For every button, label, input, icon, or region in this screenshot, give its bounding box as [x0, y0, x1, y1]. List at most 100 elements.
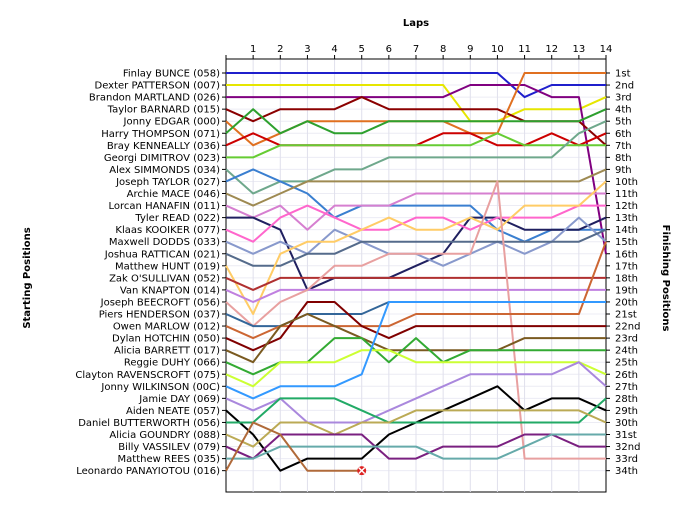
lap-tick-label: 8	[440, 44, 446, 55]
finishing-position-label: 29th	[615, 406, 638, 417]
starting-driver-label: Jamie DAY (069)	[138, 394, 220, 405]
finishing-position-label: 17th	[615, 261, 638, 272]
right-axis-title: Finishing Positions	[660, 225, 671, 332]
driver-line-11	[225, 168, 607, 207]
finishing-position-label: 6th	[615, 129, 632, 140]
retired-cross	[358, 467, 366, 475]
starting-driver-label: Alicia GOUNDRY (088)	[109, 430, 220, 441]
series-lines	[225, 72, 607, 476]
finishing-position-label: 32nd	[615, 442, 640, 453]
lap-tick-label: 11	[518, 44, 531, 55]
driver-line-17	[225, 180, 607, 315]
driver-line-23	[225, 301, 606, 352]
driver-line-10	[225, 168, 606, 243]
driver-line-19	[225, 288, 606, 303]
finishing-position-label: 19th	[615, 285, 638, 296]
lap-tick-label: 5	[359, 44, 365, 55]
driver-line-14	[225, 204, 606, 243]
finishing-position-label: 5th	[615, 117, 632, 128]
finishing-position-label: 33rd	[615, 454, 638, 465]
starting-driver-label: Harry THOMPSON (071)	[101, 129, 220, 140]
starting-driver-label: Leonardo PANAYIOTOU (016)	[76, 466, 220, 477]
driver-line-30	[226, 397, 607, 424]
driver-line-20	[225, 180, 606, 460]
finishing-position-label: 15th	[615, 237, 638, 248]
starting-driver-label: Bray KENNEALLY (036)	[107, 141, 220, 152]
x-axis-title: Laps	[403, 18, 429, 29]
finishing-position-label: 18th	[615, 273, 638, 284]
finishing-position-label: 10th	[615, 177, 638, 188]
lap-tick-label: 9	[467, 44, 473, 55]
driver-line-1	[226, 72, 606, 99]
finishing-position-label: 23rd	[615, 334, 638, 345]
starting-driver-label: Alex SIMMONDS (034)	[109, 165, 220, 176]
starting-driver-label: Piers HENDERSON (037)	[99, 310, 220, 321]
starting-driver-label: Matthew HUNT (019)	[115, 261, 220, 272]
starting-driver-label: Billy VASSILEV (079)	[118, 442, 220, 453]
lap-tick-label: 6	[386, 44, 392, 55]
starting-driver-label: Joseph TAYLOR (027)	[115, 177, 220, 188]
finishing-position-label: 7th	[615, 141, 632, 152]
starting-driver-label: Dexter PATTERSON (007)	[95, 81, 221, 92]
starting-driver-label: Aiden NEATE (057)	[126, 406, 220, 417]
lap-tick-label: 10	[491, 44, 504, 55]
finishing-position-label: 30th	[615, 418, 638, 429]
finishing-position-label: 16th	[615, 249, 638, 260]
lap-tick-label: 13	[572, 44, 585, 55]
starting-driver-label: Tyler READ (022)	[134, 213, 220, 224]
driver-line-26	[225, 349, 607, 388]
starting-driver-label: Lorcan HANAFIN (011)	[109, 201, 221, 212]
starting-driver-label: Taylor BARNARD (015)	[107, 105, 220, 116]
finishing-position-label: 4th	[615, 105, 632, 116]
finishing-position-label: 21st	[615, 310, 637, 321]
starting-driver-label: Joseph BEECROFT (056)	[100, 297, 220, 308]
starting-driver-label: Owen MARLOW (012)	[113, 322, 220, 333]
starting-driver-label: Maxwell DODDS (033)	[109, 237, 220, 248]
starting-driver-label: Klaas KOOIKER (077)	[115, 225, 220, 236]
lap-tick-label: 1	[250, 44, 256, 55]
driver-line-31	[225, 409, 607, 448]
finishing-position-label: 24th	[615, 346, 638, 357]
driver-line-2	[226, 84, 607, 123]
driver-line-9	[225, 120, 607, 195]
starting-driver-label: Clayton RAVENSCROFT (075)	[75, 370, 220, 381]
finishing-position-label: 31st	[615, 430, 637, 441]
starting-driver-label: Jonny EDGAR (000)	[123, 117, 221, 128]
driver-line-6	[225, 108, 607, 135]
finishing-position-label: 1st	[615, 69, 631, 80]
finishing-position-label: 26th	[615, 370, 638, 381]
starting-driver-label: Daniel BUTTERWORTH (056)	[78, 418, 220, 429]
finishing-position-label: 3rd	[615, 93, 632, 104]
starting-driver-label: Georgi DIMITROV (023)	[104, 153, 220, 164]
driver-line-16	[225, 228, 607, 267]
retired-marker	[357, 466, 367, 476]
starting-driver-label: Archie MACE (046)	[127, 189, 220, 200]
finishing-position-label: 8th	[615, 153, 632, 164]
finishing-position-label: 28th	[615, 394, 638, 405]
driver-line-28	[225, 361, 607, 424]
finishing-position-label: 22nd	[615, 322, 640, 333]
driver-line-34	[225, 421, 362, 472]
finishing-position-label: 12th	[615, 201, 638, 212]
finishing-position-label: 14th	[615, 225, 638, 236]
starting-driver-label: Finlay BUNCE (058)	[123, 69, 220, 80]
driver-line-8	[226, 132, 606, 159]
lap-tick-label: 7	[413, 44, 419, 55]
starting-driver-label: Jonny WILKINSON (00C)	[100, 382, 220, 393]
starting-driver-label: Joshua RATTICAN (021)	[104, 249, 220, 260]
starting-driver-label: Alicia BARRETT (017)	[114, 346, 220, 357]
driver-line-3	[226, 84, 607, 254]
lap-tick-label: 14	[600, 44, 613, 55]
finishing-position-label: 2nd	[615, 81, 634, 92]
driver-line-32	[225, 433, 606, 460]
driver-line-24	[225, 313, 606, 364]
finishing-position-label: 13th	[615, 213, 638, 224]
lap-tick-label: 12	[545, 44, 558, 55]
finishing-position-label: 9th	[615, 165, 632, 176]
starting-driver-label: Zak O'SULLIVAN (052)	[109, 273, 220, 284]
lap-tick-label: 2	[277, 44, 283, 55]
driver-line-27	[225, 301, 606, 400]
